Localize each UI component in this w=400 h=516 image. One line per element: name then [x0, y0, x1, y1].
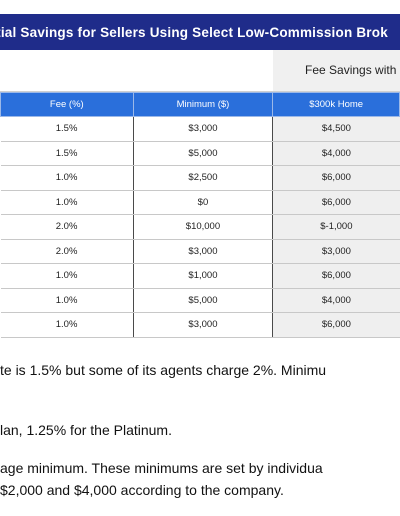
footnote-line: age minimum. These minimums are set by i… [0, 460, 323, 476]
fee-savings-header-label: Fee Savings with [305, 63, 397, 77]
fee-savings-header: Fee Savings with [0, 50, 400, 92]
table-row: 1.0% $0 $6,000 [0, 190, 400, 215]
footnote-line: lan, 1.25% for the Platinum. [0, 422, 172, 438]
minimum-cell: $1,000 [133, 263, 274, 289]
table-row: 1.5% $3,000 $4,500 [0, 116, 400, 142]
footnote-line: te is 1.5% but some of its agents charge… [0, 362, 327, 378]
home-savings-cell: $6,000 [272, 263, 400, 289]
table-row: 1.0% $1,000 $6,000 [0, 263, 400, 289]
table-row: 2.0% $10,000 $-1,000 [0, 214, 400, 240]
home-savings-cell: $6,000 [272, 165, 400, 191]
table-row: 1.5% $5,000 $4,000 [0, 141, 400, 166]
home-savings-cell: $4,000 [272, 141, 400, 166]
home-savings-cell: $6,000 [272, 190, 400, 215]
column-header-300k-home: $300k Home [272, 92, 400, 117]
home-savings-cell: $4,500 [272, 116, 400, 142]
fee-cell: 1.5% [0, 116, 134, 142]
fee-cell: 1.0% [0, 165, 134, 191]
column-header-fee: Fee (%) [0, 92, 134, 117]
fee-cell: 2.0% [0, 239, 134, 264]
table-title: ential Savings for Sellers Using Select … [0, 24, 388, 40]
column-header-minimum: Minimum ($) [132, 92, 274, 117]
minimum-cell: $5,000 [133, 288, 274, 313]
fee-cell: 1.5% [0, 141, 134, 166]
minimum-cell: $3,000 [133, 312, 274, 338]
table-row: 1.0% $5,000 $4,000 [0, 288, 400, 313]
fee-cell: 1.0% [0, 288, 134, 313]
table-row: 2.0% $3,000 $3,000 [0, 239, 400, 264]
footnote-line: $2,000 and $4,000 according to the compa… [0, 482, 284, 498]
fee-cell: 1.0% [0, 190, 134, 215]
minimum-cell: $5,000 [133, 141, 274, 166]
table-header-row: Fee (%) Minimum ($) $300k Home [0, 92, 400, 117]
minimum-cell: $3,000 [133, 239, 274, 264]
commission-table: Fee (%) Minimum ($) $300k Home 1.5% $3,00… [0, 92, 400, 338]
minimum-cell: $3,000 [133, 116, 274, 142]
table-row: 1.0% $2,500 $6,000 [0, 165, 400, 191]
fee-cell: 1.0% [0, 263, 134, 289]
table-row: 1.0% $3,000 $6,000 [0, 312, 400, 338]
home-savings-cell: $6,000 [272, 312, 400, 338]
fee-savings-header-shade [273, 50, 400, 91]
minimum-cell: $2,500 [133, 165, 274, 191]
minimum-cell: $0 [133, 190, 274, 215]
home-savings-cell: $-1,000 [272, 214, 400, 240]
fee-cell: 1.0% [0, 312, 134, 338]
table-title-bar: ential Savings for Sellers Using Select … [0, 14, 400, 50]
minimum-cell: $10,000 [133, 214, 274, 240]
fee-cell: 2.0% [0, 214, 134, 240]
home-savings-cell: $3,000 [272, 239, 400, 264]
home-savings-cell: $4,000 [272, 288, 400, 313]
